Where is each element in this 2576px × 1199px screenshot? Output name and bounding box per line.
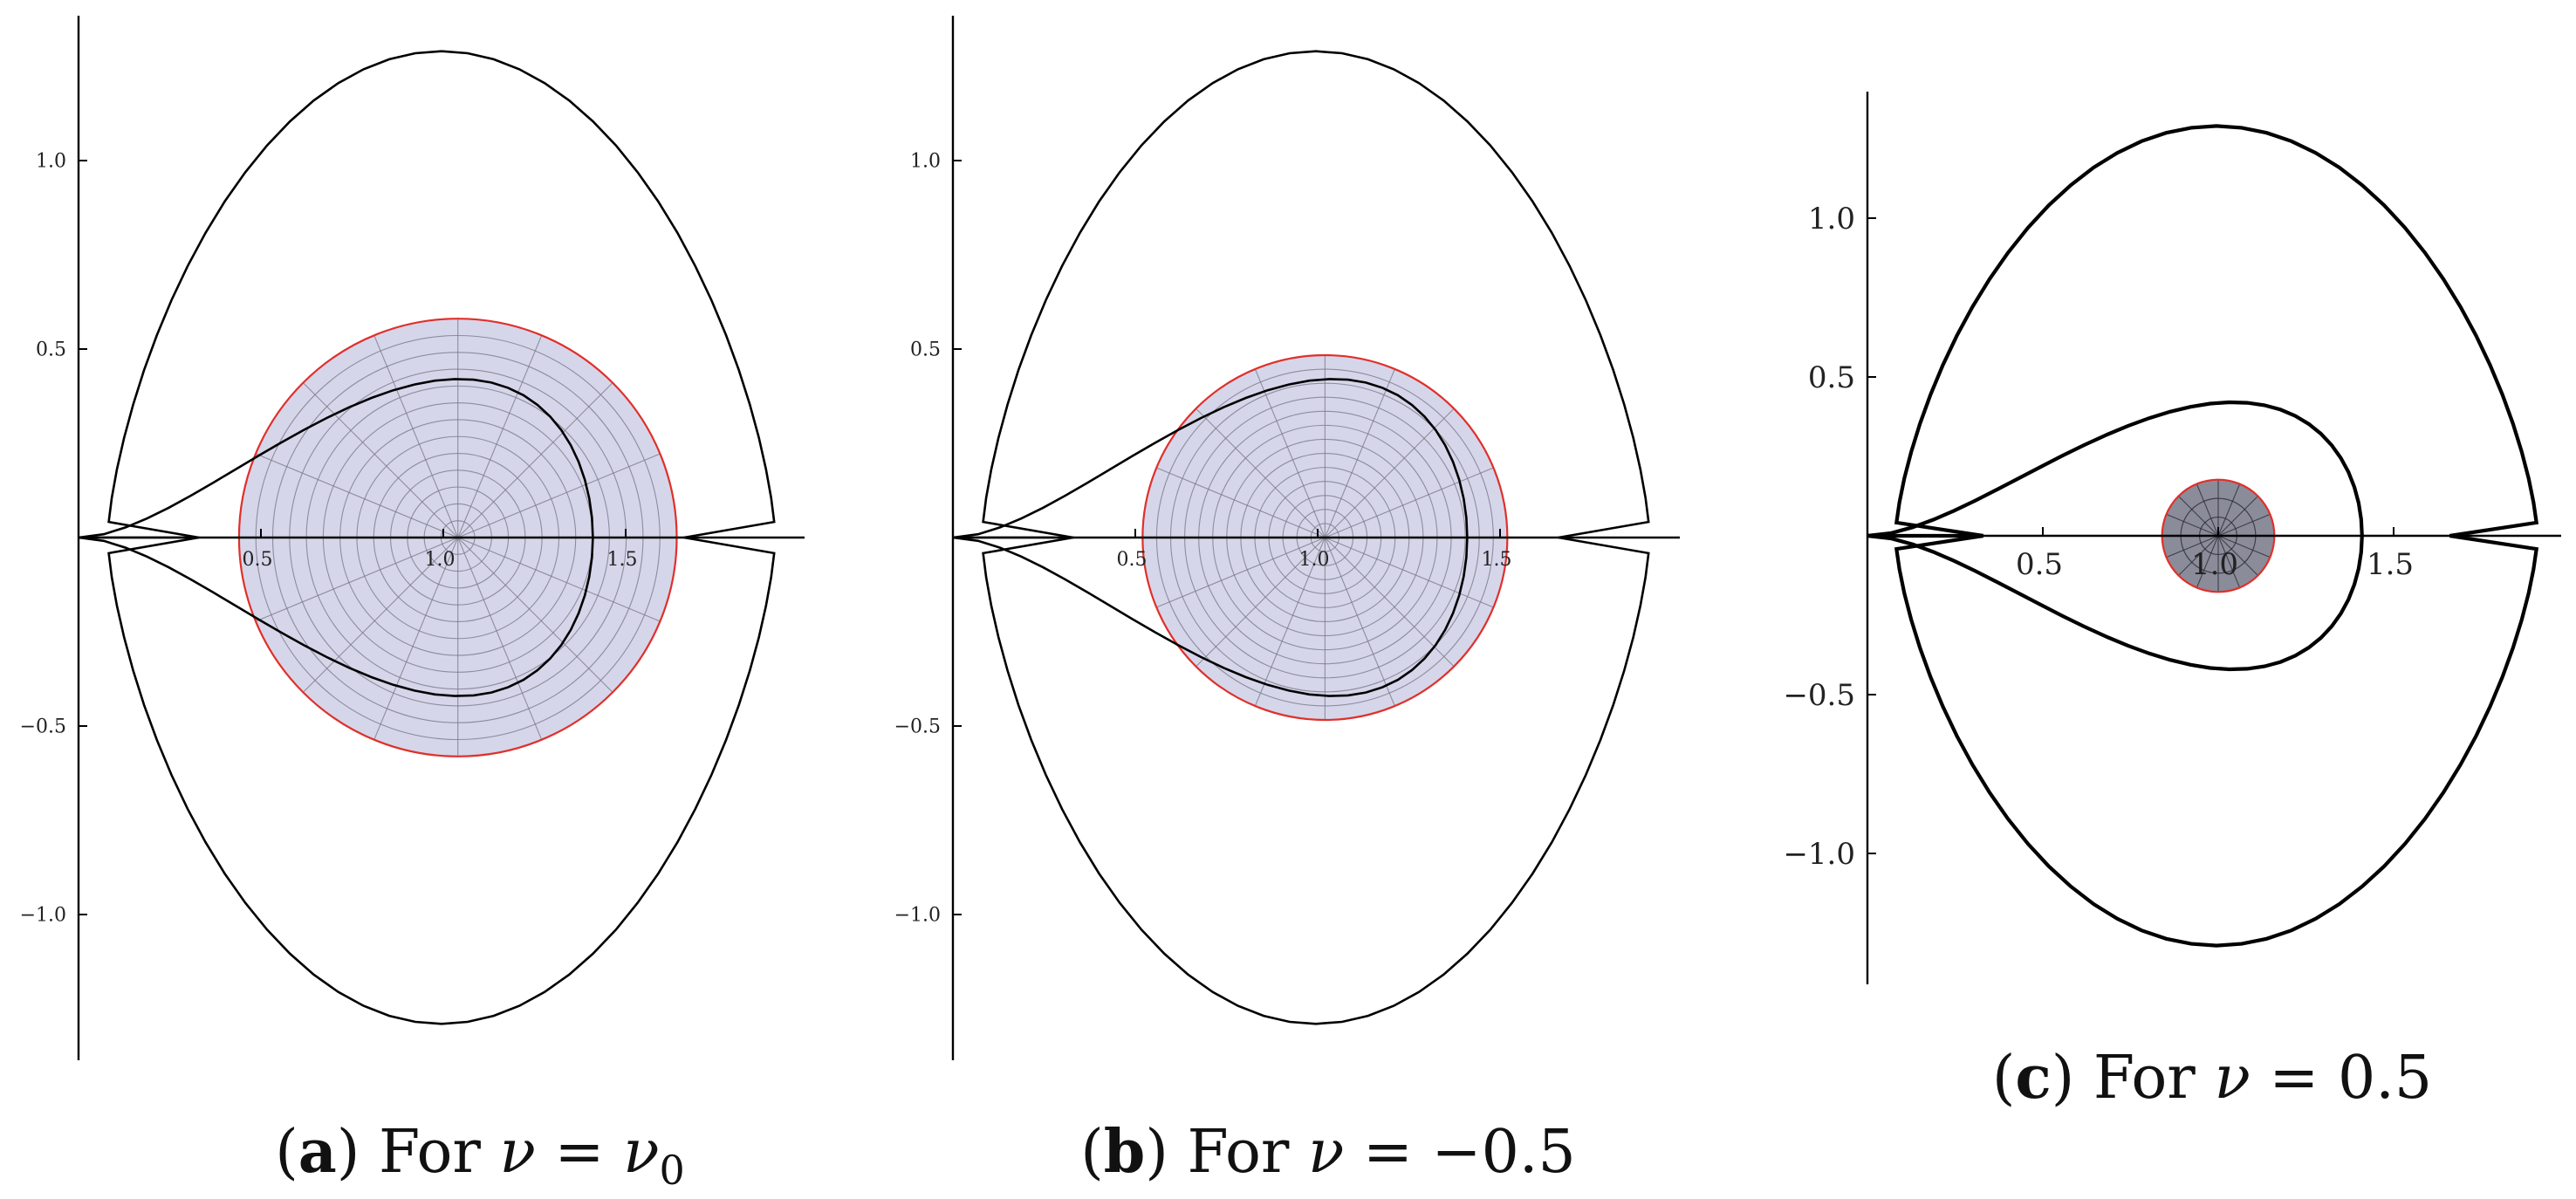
disk-spoke <box>1324 537 1455 668</box>
disk-spoke <box>457 335 543 538</box>
disk-spoke <box>302 382 459 538</box>
disk-spoke <box>2166 535 2219 558</box>
disk-spoke <box>2178 496 2219 537</box>
caption-rhs-sub: 0 <box>659 1147 685 1194</box>
disk-spoke <box>255 453 458 538</box>
outer-curve-lower <box>982 536 1650 1025</box>
caption-tag: a <box>298 1117 337 1187</box>
disk-spoke <box>1156 467 1326 538</box>
plot-area: 0.5 1.0 1.5 1.0 0.5 −0.5 −1.0 <box>20 16 805 1060</box>
caption-var: ν <box>2214 1044 2251 1113</box>
y-tick-label: −1.0 <box>20 905 66 927</box>
y-tick-label: 0.5 <box>36 339 66 361</box>
panel-a: 0.5 1.0 1.5 1.0 0.5 −0.5 −1.0 <box>0 0 838 1082</box>
plot-area: 0.5 1.0 1.5 1.0 0.5 −0.5 −1.0 <box>894 16 1680 1060</box>
disk-spoke <box>373 335 459 538</box>
outer-curve-upper <box>107 50 776 539</box>
outer-curve-lower <box>107 536 776 1025</box>
y-tick-label: 1.0 <box>910 151 941 173</box>
caption-text: For <box>2093 1044 2196 1113</box>
panel-c: 0.5 1.0 1.5 1.0 0.5 −0.5 −1.0 <box>1783 0 2576 1012</box>
y-tick-label: 1.0 <box>1808 202 1855 236</box>
disk-spoke <box>255 537 458 622</box>
x-tick-label: 1.5 <box>1482 549 1512 571</box>
disk-spoke <box>2196 483 2219 537</box>
disk-spoke <box>1325 537 1494 608</box>
disk-spoke <box>2217 496 2258 537</box>
disk-spoke <box>2217 513 2271 537</box>
disk-spoke <box>1196 408 1326 538</box>
disk-spoke <box>2217 535 2241 588</box>
disk-spoke <box>1324 537 1395 707</box>
y-tick-label: −0.5 <box>1783 678 1855 713</box>
disk-spoke <box>1196 537 1326 668</box>
caption-eq: = <box>1363 1118 1413 1187</box>
caption-text: For <box>379 1118 481 1187</box>
caption-b: (b) For ν = −0.5 <box>1080 1117 1576 1187</box>
disk-spoke <box>1254 368 1326 538</box>
caption-tag: b <box>1103 1117 1146 1187</box>
y-tick-label: 0.5 <box>1808 360 1855 395</box>
caption-a: (a) For ν = ν0 <box>275 1117 685 1194</box>
disk-spoke <box>2196 535 2219 588</box>
disk-spoke <box>1324 408 1455 538</box>
x-tick-label: 0.5 <box>1117 549 1148 571</box>
caption-eq: = <box>554 1118 605 1187</box>
outer-curve-upper <box>1894 124 2539 538</box>
caption-rhs: 0.5 <box>2338 1044 2433 1113</box>
caption-var: ν <box>1308 1118 1345 1187</box>
disk-spoke <box>1324 368 1395 538</box>
inner-loop <box>952 378 1469 697</box>
y-tick-label: −0.5 <box>894 716 941 738</box>
disk-spoke <box>1325 467 1494 538</box>
y-tick-label: −0.5 <box>20 716 66 738</box>
outer-curve-lower <box>1894 533 2539 948</box>
x-tick-label: 0.5 <box>243 549 273 571</box>
caption-c: (c) For ν = 0.5 <box>1991 1043 2433 1113</box>
x-tick-label: 1.5 <box>2367 547 2414 582</box>
y-tick-label: 1.0 <box>36 151 66 173</box>
y-tick-label: −1.0 <box>1783 837 1855 872</box>
disk-spoke <box>302 537 459 693</box>
x-tick-label: 1.0 <box>1299 549 1330 571</box>
plot-area: 0.5 1.0 1.5 1.0 0.5 −0.5 −1.0 <box>1783 92 2561 984</box>
panel-b: 0.5 1.0 1.5 1.0 0.5 −0.5 −1.0 <box>873 0 1710 1082</box>
disk-spoke <box>2166 513 2219 537</box>
disk-spoke <box>2178 535 2219 576</box>
inner-loop <box>78 378 594 697</box>
x-tick-label: 1.5 <box>607 549 638 571</box>
outer-curve-upper <box>982 50 1650 539</box>
disk-spoke <box>457 537 613 693</box>
disk-spoke <box>2217 535 2258 576</box>
disk-spoke <box>457 453 661 538</box>
x-tick-label: 1.0 <box>425 549 456 571</box>
disk-spoke <box>373 537 459 740</box>
caption-eq: = <box>2269 1044 2319 1113</box>
caption-rhs: ν <box>623 1118 660 1187</box>
x-tick-label: 0.5 <box>2016 547 2063 582</box>
inner-loop <box>1867 400 2364 672</box>
disk-spoke <box>2217 535 2271 558</box>
caption-var: ν <box>499 1118 536 1187</box>
y-tick-label: −1.0 <box>894 905 941 927</box>
disk-spoke <box>457 382 613 538</box>
disk-spoke <box>457 537 543 740</box>
disk-spoke <box>2217 483 2241 537</box>
disk-spoke <box>1156 537 1326 608</box>
caption-rhs: −0.5 <box>1431 1118 1576 1187</box>
caption-text: For <box>1187 1118 1290 1187</box>
caption-tag: c <box>2015 1043 2052 1113</box>
disk-spoke <box>457 537 661 622</box>
disk-spoke <box>1254 537 1326 707</box>
x-tick-label: 1.0 <box>2191 547 2238 582</box>
y-tick-label: 0.5 <box>910 339 941 361</box>
